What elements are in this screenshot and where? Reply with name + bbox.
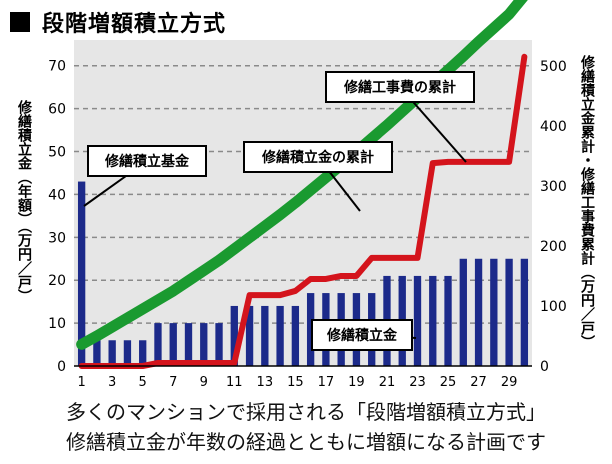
bar	[306, 293, 315, 366]
x-tick-label: 17	[318, 375, 335, 390]
callout-box	[325, 71, 475, 103]
bar	[245, 305, 254, 366]
bar	[184, 323, 193, 366]
bar	[93, 340, 101, 366]
bar	[215, 323, 223, 366]
bar	[276, 305, 284, 366]
y-axis-right-label: 修繕積立金累計・修繕工事費累計（万円／戸）	[579, 55, 595, 349]
x-tick-label: 3	[108, 375, 116, 390]
y-left-tick-label: 30	[48, 230, 66, 246]
x-tick-label: 23	[409, 375, 426, 390]
bar	[474, 258, 483, 366]
bar	[230, 305, 238, 366]
caption-line-1: 多くのマンションで採用される「段階増額積立方式」	[66, 400, 546, 424]
callout-box	[243, 141, 393, 173]
y-left-tick-label: 50	[48, 145, 66, 161]
x-tick-label: 1	[77, 375, 85, 390]
bar	[291, 305, 300, 366]
x-tick-label: 29	[501, 375, 518, 390]
y-right-tick-label: 0	[540, 359, 549, 375]
callout-box	[87, 145, 207, 177]
bar	[413, 275, 422, 366]
chart-title: 段階増額積立方式	[10, 8, 227, 37]
y-left-tick-label: 10	[48, 316, 66, 332]
y-right-tick-label: 200	[540, 239, 567, 255]
bar	[429, 275, 437, 366]
y-left-tick-label: 0	[57, 359, 66, 375]
title-text: 段階増額積立方式	[42, 12, 227, 37]
callout-label: 修繕工事費の累計	[343, 79, 456, 96]
bar	[169, 323, 177, 366]
x-tick-label: 13	[257, 375, 274, 390]
bar	[459, 258, 467, 366]
series-line	[78, 53, 528, 369]
title-square-icon	[10, 12, 30, 32]
bar	[200, 323, 208, 366]
y-left-tick-label: 20	[48, 273, 66, 289]
caption-line-2: 修繕積立金が年数の経過とともに増額になる計画です	[66, 430, 546, 454]
bar	[123, 340, 132, 366]
y-right-tick-label: 100	[540, 299, 567, 315]
callout-label: 修繕積立基金	[104, 153, 190, 170]
x-tick-label: 15	[287, 375, 304, 390]
bar	[261, 305, 269, 366]
bar	[490, 258, 498, 366]
callout-label: 修繕積立金の累計	[261, 149, 374, 166]
y-left-tick-label: 40	[48, 187, 66, 203]
y-right-tick-label: 300	[540, 179, 567, 195]
callout-box	[311, 319, 413, 351]
y-axis-left-label: 修繕積立金（年額）（万円／戸）	[16, 100, 32, 303]
bar	[108, 340, 116, 366]
bar	[77, 181, 86, 366]
y-right-tick-label: 400	[540, 119, 567, 135]
bar	[520, 258, 529, 366]
y-left-tick-label: 60	[48, 102, 66, 118]
callout-label: 修繕積立金	[326, 327, 398, 344]
series-line	[76, 0, 528, 350]
x-tick-label: 7	[169, 375, 177, 390]
bar	[139, 340, 147, 366]
x-tick-label: 27	[470, 375, 487, 390]
bar	[505, 258, 513, 366]
x-tick-label: 9	[200, 375, 208, 390]
bar	[444, 275, 452, 366]
x-tick-label: 5	[139, 375, 147, 390]
y-right-tick-label: 500	[540, 59, 567, 75]
bar	[154, 323, 162, 366]
x-tick-label: 11	[226, 375, 243, 390]
y-left-tick-label: 70	[48, 59, 66, 75]
x-tick-label: 25	[440, 375, 457, 390]
x-tick-label: 21	[379, 375, 396, 390]
x-tick-label: 19	[348, 375, 365, 390]
